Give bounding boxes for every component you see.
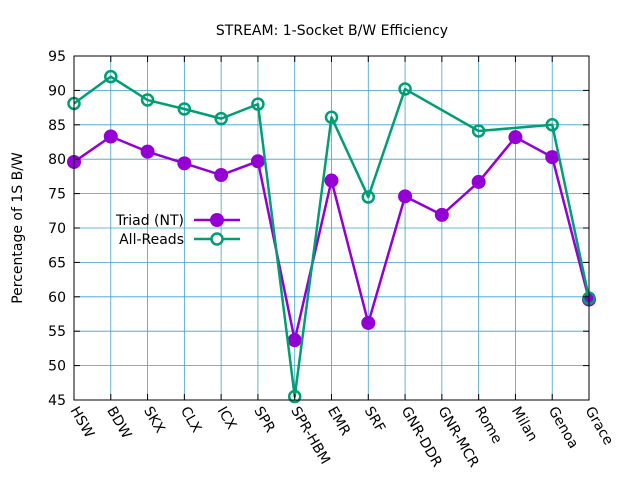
- x-tick-label: Genoa: [545, 404, 582, 451]
- y-tick-label: 75: [48, 187, 66, 203]
- x-tick-label: SRF: [361, 404, 388, 435]
- data-point: [250, 154, 265, 169]
- x-tick-label: Grace: [582, 404, 617, 448]
- data-point: [508, 130, 523, 145]
- y-tick-label: 50: [48, 359, 66, 375]
- legend-label: Triad (NT): [115, 213, 184, 229]
- data-point: [104, 69, 118, 84]
- data-point: [361, 315, 376, 330]
- data-point: [140, 144, 155, 159]
- data-point: [434, 207, 449, 222]
- y-axis-label: Percentage of 1S B/W: [10, 152, 26, 304]
- data-point: [545, 118, 559, 132]
- data-point: [324, 110, 339, 124]
- y-tick-label: 95: [48, 49, 66, 65]
- legend-label: All-Reads: [119, 232, 184, 248]
- x-tick-label: ICX: [214, 404, 240, 433]
- data-point: [471, 124, 486, 138]
- data-point: [398, 82, 412, 96]
- legend-marker: [210, 213, 224, 227]
- chart-title: STREAM: 1-Socket B/W Efficiency: [216, 23, 448, 39]
- x-tick-label: Rome: [471, 404, 505, 447]
- y-tick-label: 45: [48, 393, 66, 409]
- data-point: [361, 190, 376, 204]
- y-tick-label: 55: [48, 324, 66, 340]
- y-tick-label: 60: [48, 290, 66, 306]
- data-point: [324, 173, 339, 188]
- data-point: [177, 102, 192, 116]
- data-point: [140, 93, 155, 107]
- x-tick-label: SPR: [250, 404, 278, 436]
- data-point: [287, 333, 302, 348]
- data-point: [545, 150, 560, 165]
- data-point: [251, 97, 265, 111]
- legend-marker: [210, 232, 224, 246]
- legend: Triad (NT) All-Reads: [115, 213, 240, 248]
- x-tick-label: EMR: [324, 404, 353, 439]
- x-tick-label: CLX: [177, 404, 205, 436]
- y-tick-label: 90: [48, 83, 66, 99]
- data-point: [214, 168, 229, 183]
- x-tick-label: SKX: [140, 404, 168, 436]
- data-point: [287, 389, 302, 404]
- x-tick-label: HSW: [67, 404, 98, 441]
- y-tick-label: 65: [48, 255, 66, 271]
- data-point: [177, 156, 192, 171]
- data-point: [398, 189, 413, 204]
- data-point: [471, 174, 486, 189]
- y-tick-label: 70: [48, 221, 66, 237]
- data-point: [214, 111, 228, 126]
- x-tick-label: BDW: [103, 404, 134, 442]
- y-tick-label: 85: [48, 118, 66, 134]
- y-tick-label: 80: [48, 152, 66, 168]
- data-point: [103, 129, 118, 144]
- x-tick-label: Milan: [508, 404, 541, 444]
